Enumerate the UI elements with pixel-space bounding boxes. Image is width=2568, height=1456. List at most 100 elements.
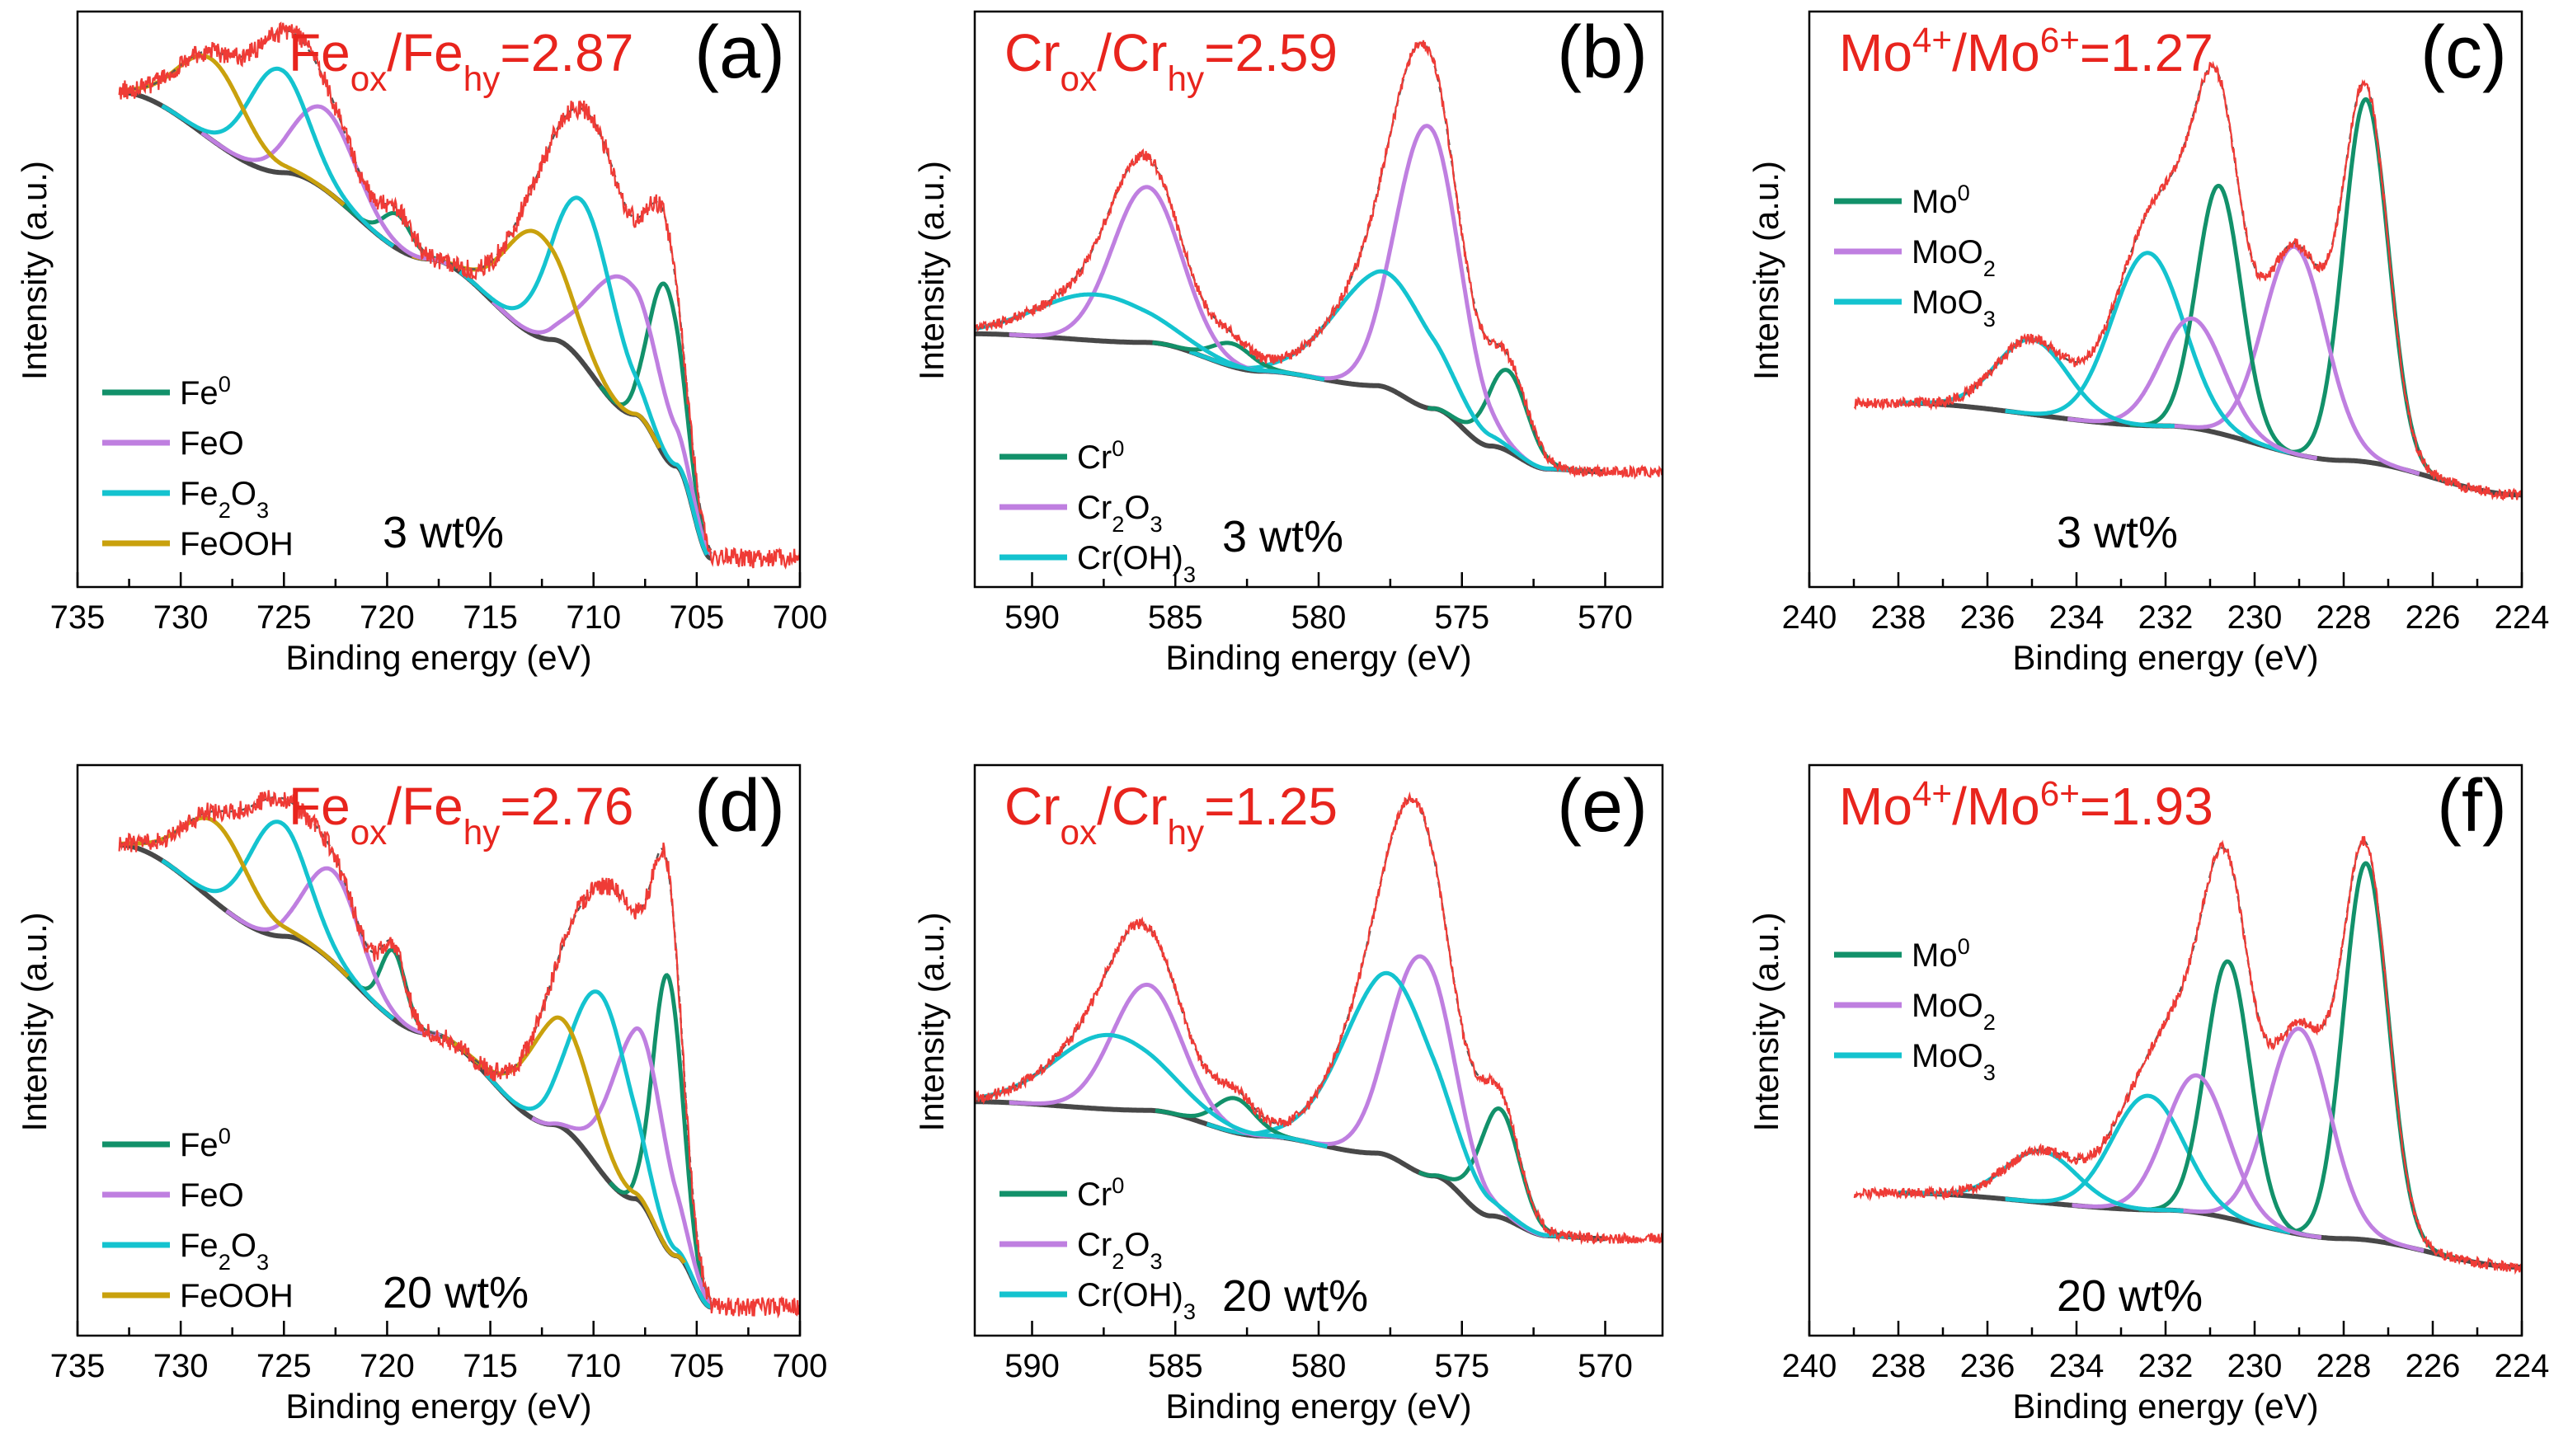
ratio-annotation: Mo4+/Mo6+=1.93 [1839,774,2213,837]
panel-a: 735 730 725 720 715 710 705 700 Binding energy (… [15,10,828,677]
raw-spectrum [975,791,1663,1246]
moo-peak [2170,244,2420,476]
y-axis-label: Intensity (a.u.) [1747,912,1785,1131]
panel-label: (e) [1557,765,1648,848]
y-axis-label: Intensity (a.u.) [912,161,951,380]
x-tick-label: 226 [2406,599,2461,636]
panel-c: 240 238 236 234 232 230 228 226 224 Binding energ… [1747,10,2550,677]
satellite-peak [1009,185,1285,375]
y-axis-label: Intensity (a.u.) [15,912,54,1131]
x-tick-label: 725 [256,599,312,636]
ratio-annotation: Crox/Crhy=2.59 [1004,23,1338,98]
x-axis-label: Binding energy (eV) [285,1387,591,1425]
x-tick-label: 730 [153,1348,209,1384]
legend-label: Fe2O3 [180,1228,269,1275]
x-tick-label: 700 [773,1348,828,1384]
x-tick-label: 575 [1434,1348,1489,1384]
ratio-annotation: Feox/Fehy=2.76 [289,777,633,852]
x-tick-label: 234 [2049,599,2105,636]
satellite-peak [225,866,442,1038]
panel-label: (d) [694,765,785,848]
legend-label: Cr(OH)3 [1077,1277,1196,1324]
fit-envelope [118,30,713,552]
x-tick-label: 720 [360,1348,415,1384]
x-axis-label: Binding energy (eV) [2012,1387,2318,1425]
x-tick-label: 228 [2316,1348,2372,1384]
satellite-peak [2072,1073,2322,1240]
raw-spectrum [118,790,800,1319]
raw-spectrum [1853,60,2522,501]
feo-peak [491,274,713,557]
x-tick-label: 735 [50,599,106,636]
x-axis-label: Binding energy (eV) [285,638,591,677]
x-tick-label: 226 [2406,1348,2461,1384]
panel-b: 590 585 580 575 570 Binding energy (eV) Intens… [912,10,1664,677]
legend-label: FeOOH [180,1278,294,1314]
x-tick-label: 224 [2495,599,2550,636]
satellite-peak [2067,316,2318,461]
fe-peak [484,989,712,1309]
legend-label: Fe0 [180,1123,231,1164]
x-tick-label: 700 [773,599,828,636]
x-tick-label: 236 [1960,1348,2015,1384]
moo-peak [2174,1026,2425,1253]
x-tick-label: 236 [1960,599,2015,636]
moo-peak [2005,1093,2291,1235]
x-tick-label: 224 [2495,1348,2550,1384]
x-tick-label: 710 [566,599,621,636]
cr-peak [1295,954,1548,1238]
legend-label: Cr(OH)3 [1077,540,1196,587]
x-tick-label: 228 [2316,599,2372,636]
mo-peak [2276,861,2456,1261]
fe-peak [608,973,713,1306]
croh-peak [1206,970,1574,1239]
background-line [1898,1191,2522,1270]
y-axis-label: Intensity (a.u.) [912,912,951,1131]
x-tick-label: 232 [2138,599,2194,636]
legend-label: Cr0 [1077,1172,1124,1214]
y-axis-label: Intensity (a.u.) [1747,161,1785,380]
legend-label: Mo0 [1912,933,1970,975]
panel-label: (c) [2420,12,2507,94]
sample-label: 3 wt% [2057,508,2178,557]
x-tick-label: 230 [2227,599,2283,636]
x-tick-label: 230 [2227,1348,2283,1384]
plot-area [975,40,1663,480]
ratio-annotation: Crox/Crhy=1.25 [1004,777,1338,852]
sample-label: 20 wt% [383,1268,529,1317]
sample-label: 3 wt% [383,508,504,557]
x-tick-label: 590 [1004,1348,1060,1384]
plot-area [1853,60,2522,501]
x-axis-label: Binding energy (eV) [2012,638,2318,677]
x-tick-label: 240 [1782,599,1837,636]
panel-e: 590 585 580 575 570 Binding energy (eV) Intens… [912,763,1664,1425]
plot-area [1853,836,2522,1275]
plot-area [118,790,800,1319]
legend-label: Cr2O3 [1077,1227,1163,1274]
y-axis-label: Intensity (a.u.) [15,161,54,380]
legend-label: Cr2O3 [1077,490,1163,537]
panel-d: 735 730 725 720 715 710 705 700 Binding energy (… [15,763,828,1425]
x-tick-label: 585 [1148,599,1203,636]
legend-label: MoO3 [1912,284,1996,331]
x-tick-label: 232 [2138,1348,2194,1384]
moo-peak [2005,251,2291,455]
ratio-annotation: Mo4+/Mo6+=1.27 [1839,21,2213,83]
fit-envelope [975,797,1606,1240]
x-axis-label: Binding energy (eV) [1165,1387,1471,1425]
x-tick-label: 725 [256,1348,312,1384]
legend-label: MoO2 [1912,988,1996,1035]
sample-label: 3 wt% [1222,512,1343,561]
satellite-peak [161,820,395,1021]
legend-label: Cr0 [1077,435,1124,477]
legend-label: Fe0 [180,371,231,412]
x-tick-label: 590 [1004,599,1060,636]
x-tick-label: 570 [1578,1348,1633,1384]
panel-label: (f) [2437,765,2507,848]
x-tick-label: 240 [1782,1348,1837,1384]
satellite-peak [161,66,395,248]
raw-spectrum [975,40,1663,480]
legend-label: MoO3 [1912,1038,1996,1085]
